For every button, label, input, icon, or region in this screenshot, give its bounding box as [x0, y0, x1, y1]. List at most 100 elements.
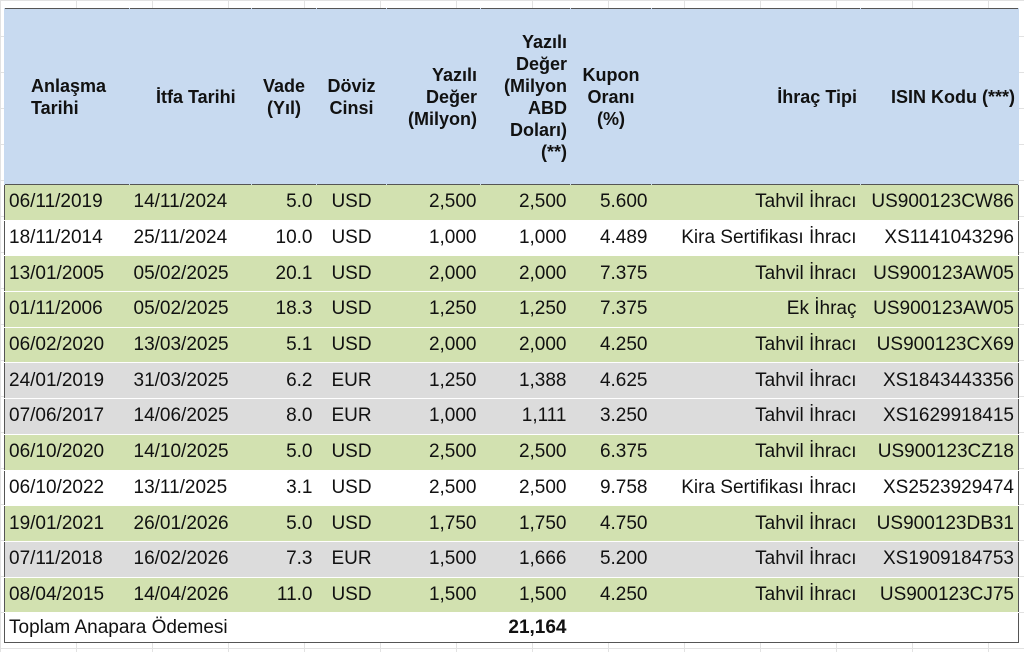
cell-issue-type[interactable]: Kira Sertifikası İhracı: [651, 220, 861, 257]
cell-nominal-usd[interactable]: 2,500: [480, 434, 571, 471]
cell-tenor[interactable]: 18.3: [251, 291, 317, 328]
cell-nominal-usd[interactable]: 1,388: [480, 362, 571, 400]
header-maturity-date[interactable]: İtfa Tarihi: [129, 8, 252, 185]
cell-isin-code[interactable]: US900123CW86: [860, 184, 1019, 221]
cell-tenor[interactable]: 3.1: [251, 470, 317, 507]
cell-maturity-date[interactable]: 13/03/2025: [129, 327, 252, 364]
cell-coupon-rate[interactable]: 3.250: [570, 398, 652, 435]
cell-maturity-date[interactable]: 14/06/2025: [129, 398, 252, 435]
header-nominal-usd[interactable]: Yazılı Değer (Milyon ABD Doları) (**): [480, 8, 571, 185]
cell-coupon-rate[interactable]: 7.375: [570, 291, 652, 328]
cell-agreement-date[interactable]: 07/11/2018: [4, 541, 130, 578]
cell-nominal-usd[interactable]: 1,000: [480, 220, 571, 257]
cell-agreement-date[interactable]: 08/04/2015: [4, 577, 130, 614]
header-nominal[interactable]: Yazılı Değer (Milyon): [386, 8, 481, 185]
cell-coupon-rate[interactable]: 4.750: [570, 505, 652, 542]
cell-tenor[interactable]: 5.0: [251, 505, 317, 542]
cell-nominal-usd[interactable]: 1,111: [480, 398, 571, 435]
cell-agreement-date[interactable]: 01/11/2006: [4, 291, 130, 328]
cell-coupon-rate[interactable]: 9.758: [570, 470, 652, 507]
empty-cell[interactable]: [651, 612, 861, 644]
header-coupon-rate[interactable]: Kupon Oranı (%): [570, 8, 652, 185]
cell-issue-type[interactable]: Tahvil İhracı: [651, 505, 861, 542]
cell-tenor[interactable]: 6.2: [251, 362, 317, 400]
cell-issue-type[interactable]: Tahvil İhracı: [651, 327, 861, 364]
cell-isin-code[interactable]: US900123AW05: [860, 291, 1019, 328]
cell-agreement-date[interactable]: 06/10/2020: [4, 434, 130, 471]
cell-tenor[interactable]: 11.0: [251, 577, 317, 614]
total-label[interactable]: Toplam Anapara Ödemesi: [4, 612, 481, 644]
cell-nominal-usd[interactable]: 2,500: [480, 470, 571, 507]
cell-nominal-usd[interactable]: 1,750: [480, 505, 571, 542]
cell-nominal-usd[interactable]: 2,500: [480, 184, 571, 221]
cell-isin-code[interactable]: US900123CX69: [860, 327, 1019, 364]
cell-currency[interactable]: EUR: [316, 362, 387, 400]
cell-coupon-rate[interactable]: 5.600: [570, 184, 652, 221]
cell-issue-type[interactable]: Tahvil İhracı: [651, 255, 861, 293]
cell-issue-type[interactable]: Tahvil İhracı: [651, 577, 861, 614]
cell-nominal[interactable]: 1,500: [386, 541, 481, 578]
cell-currency[interactable]: USD: [316, 255, 387, 293]
cell-isin-code[interactable]: US900123AW05: [860, 255, 1019, 293]
cell-issue-type[interactable]: Tahvil İhracı: [651, 398, 861, 435]
cell-currency[interactable]: EUR: [316, 398, 387, 435]
cell-issue-type[interactable]: Kira Sertifikası İhracı: [651, 470, 861, 507]
cell-maturity-date[interactable]: 26/01/2026: [129, 505, 252, 542]
cell-isin-code[interactable]: XS2523929474: [860, 470, 1019, 507]
cell-currency[interactable]: USD: [316, 327, 387, 364]
cell-issue-type[interactable]: Tahvil İhracı: [651, 541, 861, 578]
cell-nominal[interactable]: 2,000: [386, 327, 481, 364]
cell-nominal-usd[interactable]: 2,000: [480, 255, 571, 293]
cell-tenor[interactable]: 5.0: [251, 184, 317, 221]
cell-maturity-date[interactable]: 25/11/2024: [129, 220, 252, 257]
cell-nominal[interactable]: 2,500: [386, 470, 481, 507]
cell-tenor[interactable]: 5.0: [251, 434, 317, 471]
cell-coupon-rate[interactable]: 6.375: [570, 434, 652, 471]
cell-currency[interactable]: USD: [316, 470, 387, 507]
cell-agreement-date[interactable]: 06/10/2022: [4, 470, 130, 507]
empty-cell[interactable]: [570, 612, 652, 644]
cell-agreement-date[interactable]: 06/11/2019: [4, 184, 130, 221]
cell-agreement-date[interactable]: 19/01/2021: [4, 505, 130, 542]
cell-isin-code[interactable]: XS1629918415: [860, 398, 1019, 435]
cell-currency[interactable]: USD: [316, 220, 387, 257]
cell-nominal[interactable]: 1,500: [386, 577, 481, 614]
cell-maturity-date[interactable]: 14/10/2025: [129, 434, 252, 471]
cell-issue-type[interactable]: Tahvil İhracı: [651, 434, 861, 471]
cell-maturity-date[interactable]: 31/03/2025: [129, 362, 252, 400]
cell-nominal[interactable]: 1,250: [386, 362, 481, 400]
cell-coupon-rate[interactable]: 4.489: [570, 220, 652, 257]
cell-maturity-date[interactable]: 13/11/2025: [129, 470, 252, 507]
cell-maturity-date[interactable]: 16/02/2026: [129, 541, 252, 578]
cell-isin-code[interactable]: XS1843443356: [860, 362, 1019, 400]
cell-nominal[interactable]: 1,750: [386, 505, 481, 542]
cell-nominal-usd[interactable]: 2,000: [480, 327, 571, 364]
cell-currency[interactable]: USD: [316, 577, 387, 614]
cell-maturity-date[interactable]: 05/02/2025: [129, 255, 252, 293]
cell-tenor[interactable]: 10.0: [251, 220, 317, 257]
cell-agreement-date[interactable]: 07/06/2017: [4, 398, 130, 435]
header-agreement-date[interactable]: Anlaşma Tarihi: [4, 8, 130, 185]
header-currency[interactable]: Döviz Cinsi: [316, 8, 387, 185]
cell-issue-type[interactable]: Tahvil İhracı: [651, 362, 861, 400]
cell-isin-code[interactable]: XS1141043296: [860, 220, 1019, 257]
cell-nominal-usd[interactable]: 1,666: [480, 541, 571, 578]
cell-nominal[interactable]: 2,000: [386, 255, 481, 293]
cell-coupon-rate[interactable]: 4.250: [570, 577, 652, 614]
cell-coupon-rate[interactable]: 7.375: [570, 255, 652, 293]
cell-tenor[interactable]: 5.1: [251, 327, 317, 364]
cell-nominal[interactable]: 1,000: [386, 220, 481, 257]
cell-agreement-date[interactable]: 24/01/2019: [4, 362, 130, 400]
cell-coupon-rate[interactable]: 5.200: [570, 541, 652, 578]
cell-coupon-rate[interactable]: 4.625: [570, 362, 652, 400]
cell-isin-code[interactable]: XS1909184753: [860, 541, 1019, 578]
cell-currency[interactable]: EUR: [316, 541, 387, 578]
header-issue-type[interactable]: İhraç Tipi: [651, 8, 861, 185]
cell-nominal[interactable]: 2,500: [386, 184, 481, 221]
cell-currency[interactable]: USD: [316, 505, 387, 542]
cell-issue-type[interactable]: Ek İhraç: [651, 291, 861, 328]
cell-issue-type[interactable]: Tahvil İhracı: [651, 184, 861, 221]
cell-nominal-usd[interactable]: 1,250: [480, 291, 571, 328]
cell-maturity-date[interactable]: 05/02/2025: [129, 291, 252, 328]
cell-nominal[interactable]: 1,000: [386, 398, 481, 435]
